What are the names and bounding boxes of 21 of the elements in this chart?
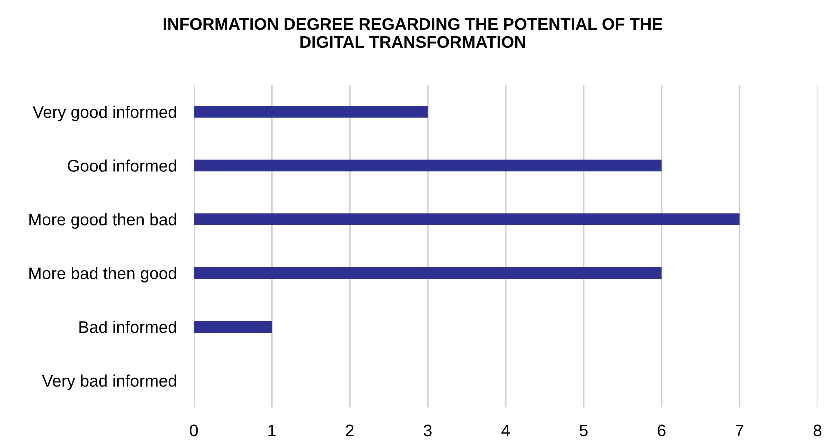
y-tick-label: Very bad informed [42, 374, 176, 390]
x-tick-label: 0 [190, 424, 198, 437]
y-tick-label: More bad then good [30, 267, 176, 283]
x-tick-label: 8 [814, 424, 822, 437]
x-tick-label: 1 [268, 424, 276, 436]
x-tick-label: 2 [346, 424, 354, 436]
x-tick-label: 4 [502, 424, 510, 436]
bar [194, 160, 662, 172]
x-tick-label: 6 [658, 424, 666, 437]
bar [194, 321, 272, 333]
x-tick-label: 7 [736, 424, 744, 436]
y-tick-label: Bad informed [80, 321, 176, 334]
y-tick-label: More good then bad [30, 213, 176, 230]
x-tick-label: 5 [580, 424, 588, 437]
bar [194, 267, 662, 280]
bar [194, 106, 428, 118]
chart-title: INFORMATION DEGREE REGARDING THE POTENTIAL OF THE DIGITAL TRANSFORMATION [164, 18, 663, 48]
x-tick-label: 3 [424, 424, 432, 437]
bar [194, 214, 740, 226]
y-tick-label: Good informed [68, 160, 176, 172]
y-tick-label: Very good informed [32, 106, 176, 122]
